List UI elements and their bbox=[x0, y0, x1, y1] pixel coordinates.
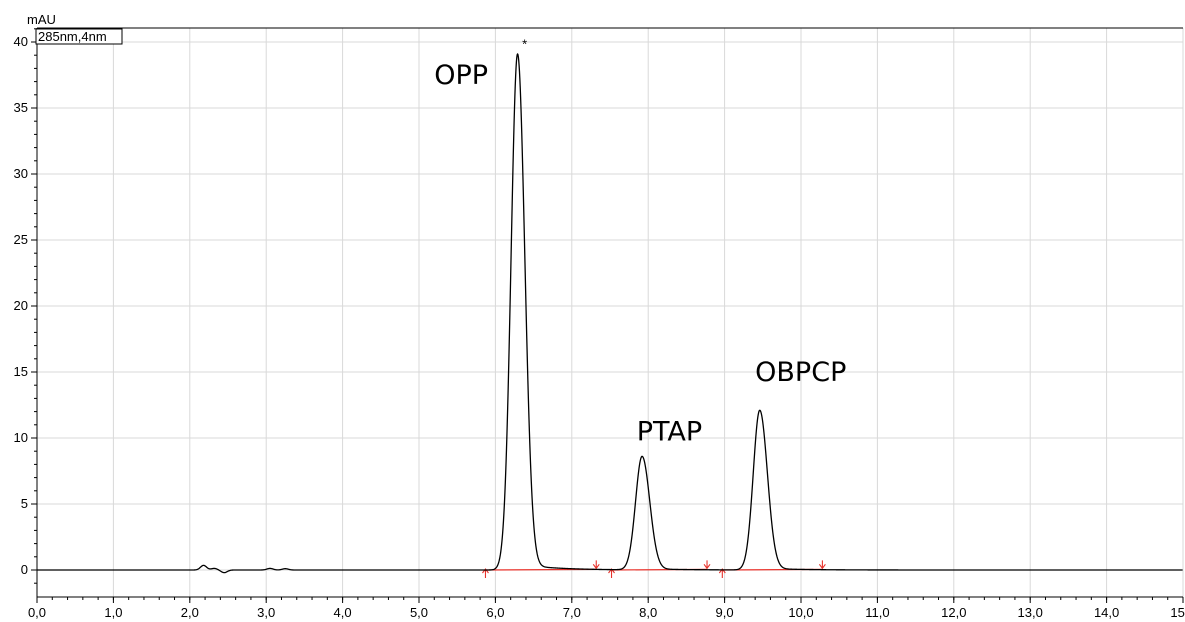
integration-baselines bbox=[482, 560, 826, 578]
peak-end-marker bbox=[818, 560, 826, 570]
x-tick-label: 10,0 bbox=[788, 605, 813, 620]
x-tick-label: 11,0 bbox=[865, 605, 889, 620]
y-tick-label: 30 bbox=[14, 166, 28, 181]
x-tick-label: 7,0 bbox=[563, 605, 581, 620]
x-tick-label: 6,0 bbox=[486, 605, 504, 620]
trace-layer bbox=[36, 53, 1183, 574]
peak-label: OPP bbox=[434, 60, 488, 91]
x-tick-label: 14,0 bbox=[1094, 605, 1119, 620]
peak-end-marker bbox=[592, 560, 600, 570]
x-tick-label: 4,0 bbox=[334, 605, 352, 620]
x-tick-label: 13,0 bbox=[1018, 605, 1043, 620]
y-tick-label: 35 bbox=[14, 100, 28, 115]
peak-asterisk: * bbox=[522, 37, 527, 52]
y-tick-label: 25 bbox=[14, 232, 28, 247]
channel-legend-label: 285nm,4nm bbox=[38, 29, 107, 44]
chromatogram-trace bbox=[36, 53, 1183, 574]
channel-legend-box bbox=[35, 28, 123, 45]
x-tick-label: 5,0 bbox=[410, 605, 428, 620]
peak-end-marker bbox=[703, 560, 711, 570]
peak-start-marker bbox=[482, 568, 489, 578]
y-tick-label: 10 bbox=[14, 430, 28, 445]
x-tick-label: 15,0 bbox=[1170, 605, 1185, 620]
peak-start-marker bbox=[718, 568, 726, 578]
y-tick-label: 20 bbox=[14, 298, 28, 313]
y-tick-label: 15 bbox=[14, 364, 28, 379]
y-tick-label: 0 bbox=[21, 562, 28, 577]
channel-legend: 285nm,4nm bbox=[35, 28, 123, 45]
y-tick-label: 5 bbox=[21, 496, 28, 511]
x-tick-label: 12,0 bbox=[941, 605, 966, 620]
x-tick-label: 0,0 bbox=[28, 605, 46, 620]
y-unit-label: mAU bbox=[27, 12, 56, 27]
x-tick-label: 8,0 bbox=[639, 605, 657, 620]
x-tick-label: 1,0 bbox=[104, 605, 122, 620]
x-tick-label: 2,0 bbox=[181, 605, 199, 620]
grid bbox=[37, 28, 1184, 597]
x-tick-label: 9,0 bbox=[716, 605, 734, 620]
x-tick-label: 3,0 bbox=[257, 605, 275, 620]
y-tick-label: 40 bbox=[14, 34, 28, 49]
peak-label: OBPCP bbox=[755, 357, 846, 388]
peak-label: PTAP bbox=[637, 417, 702, 448]
annotations: OPP PTAP OBPCP * bbox=[434, 37, 846, 448]
axes: 0,0 1,0 2,0 3,0 4,0 5,0 6,0 7,0 8,0 9,0 10,0 11,0 12… bbox=[14, 27, 1185, 620]
